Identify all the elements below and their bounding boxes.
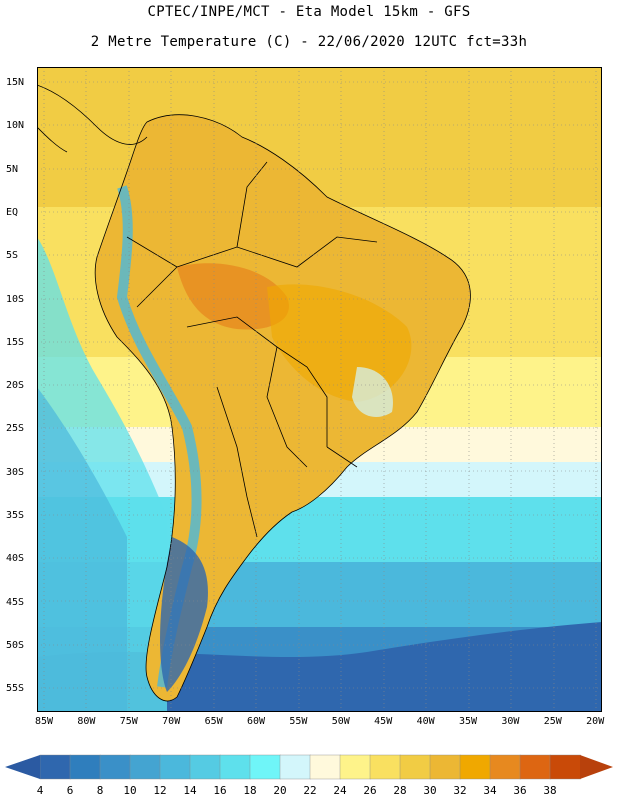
- colorbar-cell: [459, 754, 491, 780]
- temperature-map: [37, 67, 602, 712]
- latitude-label: 10S: [6, 293, 25, 305]
- colorbar-cell: [69, 754, 101, 780]
- colorbar-label: 10: [123, 784, 137, 797]
- colorbar-cell: [549, 754, 581, 780]
- colorbar-label: 20: [273, 784, 287, 797]
- amazon-hot-zone: [177, 263, 289, 330]
- longitude-label: 45W: [374, 716, 393, 727]
- pacific-cooler-zone: [37, 387, 127, 712]
- colorbar-cell: [249, 754, 281, 780]
- colorbar-high-end-arrow: [580, 755, 613, 779]
- colorbar-cell: [189, 754, 221, 780]
- colorbar-cell: [99, 754, 131, 780]
- longitude-label: 25W: [543, 716, 562, 727]
- latitude-label: 10N: [6, 120, 25, 132]
- latitude-label: 55S: [6, 683, 25, 695]
- latitude-label: 35S: [6, 510, 25, 521]
- colorbar-cell: [309, 754, 341, 780]
- map-frame: [37, 67, 602, 712]
- colorbar-label: 30: [423, 784, 437, 797]
- colorbar-label: 36: [513, 784, 527, 797]
- longitude-label: 55W: [289, 716, 308, 727]
- latitude-label: 50S: [6, 639, 25, 651]
- colorbar-low-end-arrow: [5, 755, 40, 779]
- colorbar-cell: [279, 754, 311, 780]
- latitude-label: 5S: [6, 250, 19, 262]
- latitude-label: 25S: [6, 423, 25, 435]
- colorbar-label: 38: [543, 784, 557, 797]
- longitude-label: 20W: [586, 716, 605, 727]
- colorbar-cell: [219, 754, 251, 780]
- southeast-brazil-cool: [352, 367, 393, 417]
- longitude-label: 70W: [162, 716, 181, 727]
- colorbar-cell: [369, 754, 401, 780]
- longitude-label: 30W: [501, 716, 520, 727]
- colorbar-cell: [429, 754, 461, 780]
- longitude-label: 60W: [246, 716, 266, 727]
- longitude-label: 35W: [458, 716, 478, 727]
- colorbar-label: 24: [333, 784, 347, 797]
- latitude-label: 15N: [6, 77, 25, 88]
- latitude-label: 5N: [6, 163, 19, 175]
- longitude-label: 75W: [119, 716, 138, 727]
- latitude-label: 20S: [6, 380, 25, 392]
- colorbar-label: 14: [183, 784, 197, 797]
- longitude-label: 40W: [416, 716, 435, 727]
- colorbar-cell: [39, 754, 71, 780]
- colorbar-label: 4: [36, 784, 44, 797]
- longitude-label: 80W: [77, 716, 96, 727]
- colorbar-label: 32: [453, 784, 467, 797]
- colorbar-cell: [399, 754, 431, 780]
- longitude-label: 65W: [204, 716, 223, 727]
- colorbar-cell: [339, 754, 371, 780]
- colorbar-label: 8: [96, 784, 104, 797]
- figure-title-line2: 2 Metre Temperature (C) - 22/06/2020 12U…: [90, 34, 528, 50]
- country-borders: [94, 114, 471, 702]
- colorbar-cell: [129, 754, 161, 780]
- latitude-label: 45S: [6, 596, 25, 608]
- colorbar-label: 6: [66, 784, 74, 797]
- latitude-label: 15S: [6, 336, 25, 348]
- latitude-label: 40S: [6, 553, 25, 565]
- figure-title-line1: CPTEC/INPE/MCT - Eta Model 15km - GFS: [147, 4, 471, 20]
- colorbar-label: 28: [393, 784, 407, 797]
- colorbar-cell: [159, 754, 191, 780]
- colorbar-label: 22: [303, 784, 317, 797]
- longitude-label: 85W: [34, 716, 54, 727]
- latitude-label: EQ: [6, 206, 19, 218]
- latitude-label: 30S: [6, 466, 25, 478]
- colorbar-label: 26: [363, 784, 377, 797]
- colorbar-label: 16: [213, 784, 227, 797]
- colorbar-label: 18: [243, 784, 257, 797]
- temperature-colorbar: [5, 754, 613, 780]
- longitude-label: 50W: [331, 716, 350, 727]
- patagonia-cold: [160, 537, 208, 692]
- colorbar-cell: [519, 754, 551, 780]
- colorbar-label: 34: [483, 784, 497, 797]
- colorbar-cell: [489, 754, 521, 780]
- central-america-coast: [37, 84, 148, 153]
- colorbar-label: 12: [153, 784, 167, 797]
